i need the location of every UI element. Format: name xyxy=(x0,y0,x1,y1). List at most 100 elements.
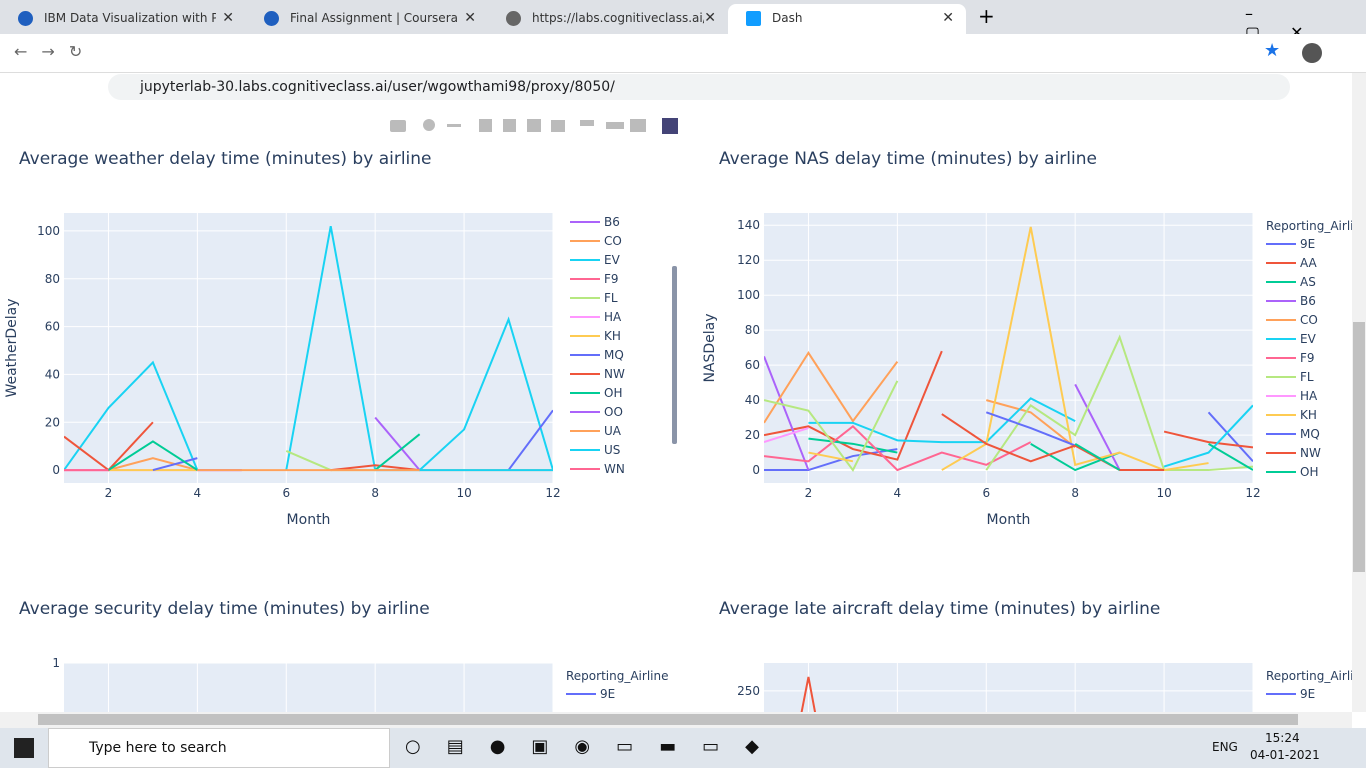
legend-label: EV xyxy=(1300,332,1317,346)
legend-scrollbar xyxy=(672,266,677,444)
chart-title: Average security delay time (minutes) by… xyxy=(19,599,430,619)
series-line xyxy=(107,433,421,471)
tab[interactable]: https://labs.cognitiveclass.ai/tool✕ xyxy=(488,4,728,34)
legend-label: OH xyxy=(604,386,622,400)
x-tick-label: 10 xyxy=(1156,486,1171,500)
page: Month Average weather delay time (minute… xyxy=(0,58,1366,728)
y-axis-label: NASDelay xyxy=(702,313,718,382)
tab-title: IBM Data Visualization with Pytho xyxy=(44,11,216,25)
y-tick-label: 0 xyxy=(52,463,60,477)
y-tick-label: 0 xyxy=(752,463,760,477)
legend-label: KH xyxy=(1300,408,1317,422)
bookmark[interactable]: ★ xyxy=(1264,40,1281,61)
legend-label: OH xyxy=(1300,465,1318,479)
chart-title: Average weather delay time (minutes) by … xyxy=(19,149,432,169)
series-line xyxy=(764,425,1032,472)
series-line xyxy=(764,351,1076,449)
tab-bar: IBM Data Visualization with Pytho✕ Final… xyxy=(0,0,1366,42)
search-placeholder: Type here to search xyxy=(89,740,227,756)
x-tick-label: 4 xyxy=(894,486,902,500)
new-tab[interactable]: + xyxy=(978,4,995,28)
search-box[interactable]: Type here to search xyxy=(48,728,390,768)
tab-active[interactable]: Dash ✕ xyxy=(728,4,966,34)
x-tick-label: 12 xyxy=(1245,486,1260,500)
legend-label: WN xyxy=(604,462,625,476)
legend-label: CO xyxy=(604,234,622,248)
x-tick-label: 2 xyxy=(105,486,113,500)
legend-label: MQ xyxy=(1300,427,1320,441)
y-tick-label: 80 xyxy=(745,323,760,337)
legend-label: UA xyxy=(604,424,622,438)
chart-title: Average NAS delay time (minutes) by airl… xyxy=(719,149,1097,169)
y-tick-label: 250 xyxy=(737,684,760,698)
y-tick-label: 20 xyxy=(745,428,760,442)
x-tick-label: 6 xyxy=(982,486,990,500)
y-tick-label: 100 xyxy=(37,224,60,238)
legend-label: EV xyxy=(604,253,621,267)
series-line xyxy=(374,416,421,471)
legend-label: NW xyxy=(604,367,625,381)
clock-date: 04-01-2021 xyxy=(1250,748,1320,762)
y-tick-label: 60 xyxy=(45,320,60,334)
start-button[interactable] xyxy=(14,738,34,758)
tab[interactable]: Final Assignment | Coursera ✕ xyxy=(246,4,488,34)
legend-label: F9 xyxy=(1300,351,1315,365)
legend-title: Reporting_Airline xyxy=(1266,669,1366,683)
address-bar: ←→↻ jupyterlab-30.labs.cognitiveclass.ai… xyxy=(0,34,1366,100)
legend-label: 9E xyxy=(600,687,615,701)
series-line xyxy=(808,397,1253,468)
y-tick-label: 100 xyxy=(737,288,760,302)
y-tick-label: 140 xyxy=(737,218,760,232)
y-tick-label: 20 xyxy=(45,415,60,429)
series-line xyxy=(764,427,809,444)
legend-label: AS xyxy=(1300,275,1316,289)
chart-title: Average late aircraft delay time (minute… xyxy=(719,599,1160,619)
series-line xyxy=(985,411,1076,447)
x-tick-label: 4 xyxy=(194,486,202,500)
tab-title: https://labs.cognitiveclass.ai/tool xyxy=(532,11,704,25)
series-line xyxy=(108,457,198,472)
legend-label: 9E xyxy=(1300,237,1315,251)
h-scroll-thumb[interactable] xyxy=(38,714,1298,725)
legend-label: OO xyxy=(604,405,623,419)
legend-label: KH xyxy=(604,329,621,343)
y-tick-label: 40 xyxy=(745,393,760,407)
y-tick-label: 120 xyxy=(737,253,760,267)
x-axis-label: Month xyxy=(987,512,1031,528)
legend-label: B6 xyxy=(1300,294,1316,308)
tab[interactable]: IBM Data Visualization with Pytho✕ xyxy=(0,4,246,34)
y-tick-label: 60 xyxy=(745,358,760,372)
x-tick-label: 6 xyxy=(282,486,290,500)
nav-buttons[interactable]: ←→↻ xyxy=(14,42,97,61)
url-box[interactable]: jupyterlab-30.labs.cognitiveclass.ai/use… xyxy=(108,74,1290,100)
series-line xyxy=(1074,442,1253,471)
legend-label: FL xyxy=(604,291,618,305)
legend-title: Reporting_Airline xyxy=(566,669,668,683)
legend-label: NW xyxy=(1300,446,1321,460)
x-axis-label: Month xyxy=(597,58,641,74)
profile[interactable] xyxy=(1302,43,1322,63)
task-icons[interactable]: ○▤●▣◉▭▬▭◆ xyxy=(405,736,785,757)
legend-label: HA xyxy=(1300,389,1318,403)
x-tick-label: 2 xyxy=(805,486,813,500)
legend-label: B6 xyxy=(604,215,620,229)
y-axis-label: WeatherDelay xyxy=(4,298,20,397)
plot-area xyxy=(764,663,1253,712)
series-line xyxy=(764,350,1253,461)
x-tick-label: 8 xyxy=(1071,486,1079,500)
url: jupyterlab-30.labs.cognitiveclass.ai/use… xyxy=(140,79,615,95)
language[interactable]: ENG xyxy=(1212,740,1238,754)
legend-label: 9E xyxy=(1300,687,1315,701)
legend-label: HA xyxy=(604,310,622,324)
legend-label: F9 xyxy=(604,272,619,286)
x-tick-label: 8 xyxy=(371,486,379,500)
legend-label: FL xyxy=(1300,370,1314,384)
v-scroll-thumb[interactable] xyxy=(1353,322,1365,572)
clock-time: 15:24 xyxy=(1265,731,1300,745)
series-line xyxy=(152,409,553,472)
modebar xyxy=(390,118,678,134)
series-line xyxy=(800,676,817,712)
y-tick-label: 80 xyxy=(45,272,60,286)
taskbar: Type here to search ○▤●▣◉▭▬▭◆ ENG 15:24 … xyxy=(0,728,1366,768)
series-line xyxy=(764,411,1253,472)
